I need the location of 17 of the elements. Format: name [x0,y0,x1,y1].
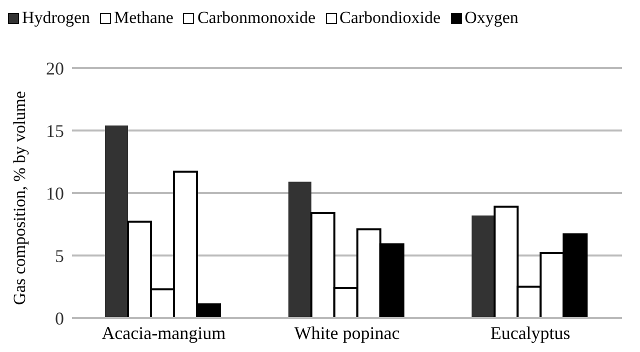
x-tick-label: Acacia-mangium [102,322,226,343]
y-tick-label: 5 [55,246,64,266]
y-tick-label: 15 [46,120,64,141]
bar [472,216,495,318]
y-tick-label: 20 [46,58,64,78]
bar [288,182,312,318]
y-tick-label: 10 [46,183,64,204]
y-tick-label: 0 [55,308,64,328]
legend-label: Hydrogen [21,8,90,28]
legend-label: Carbondioxide [338,8,441,28]
x-tick-label: Eucalyptus [490,322,570,343]
legend-label: Oxygen [464,8,518,28]
y-axis-title: Gas composition, % by volume [10,91,30,305]
bar [105,126,128,318]
legend-label: Methane [112,8,174,28]
x-tick-label: White popinac [294,322,400,343]
legend-label: Carbonmonoxide [196,8,316,28]
